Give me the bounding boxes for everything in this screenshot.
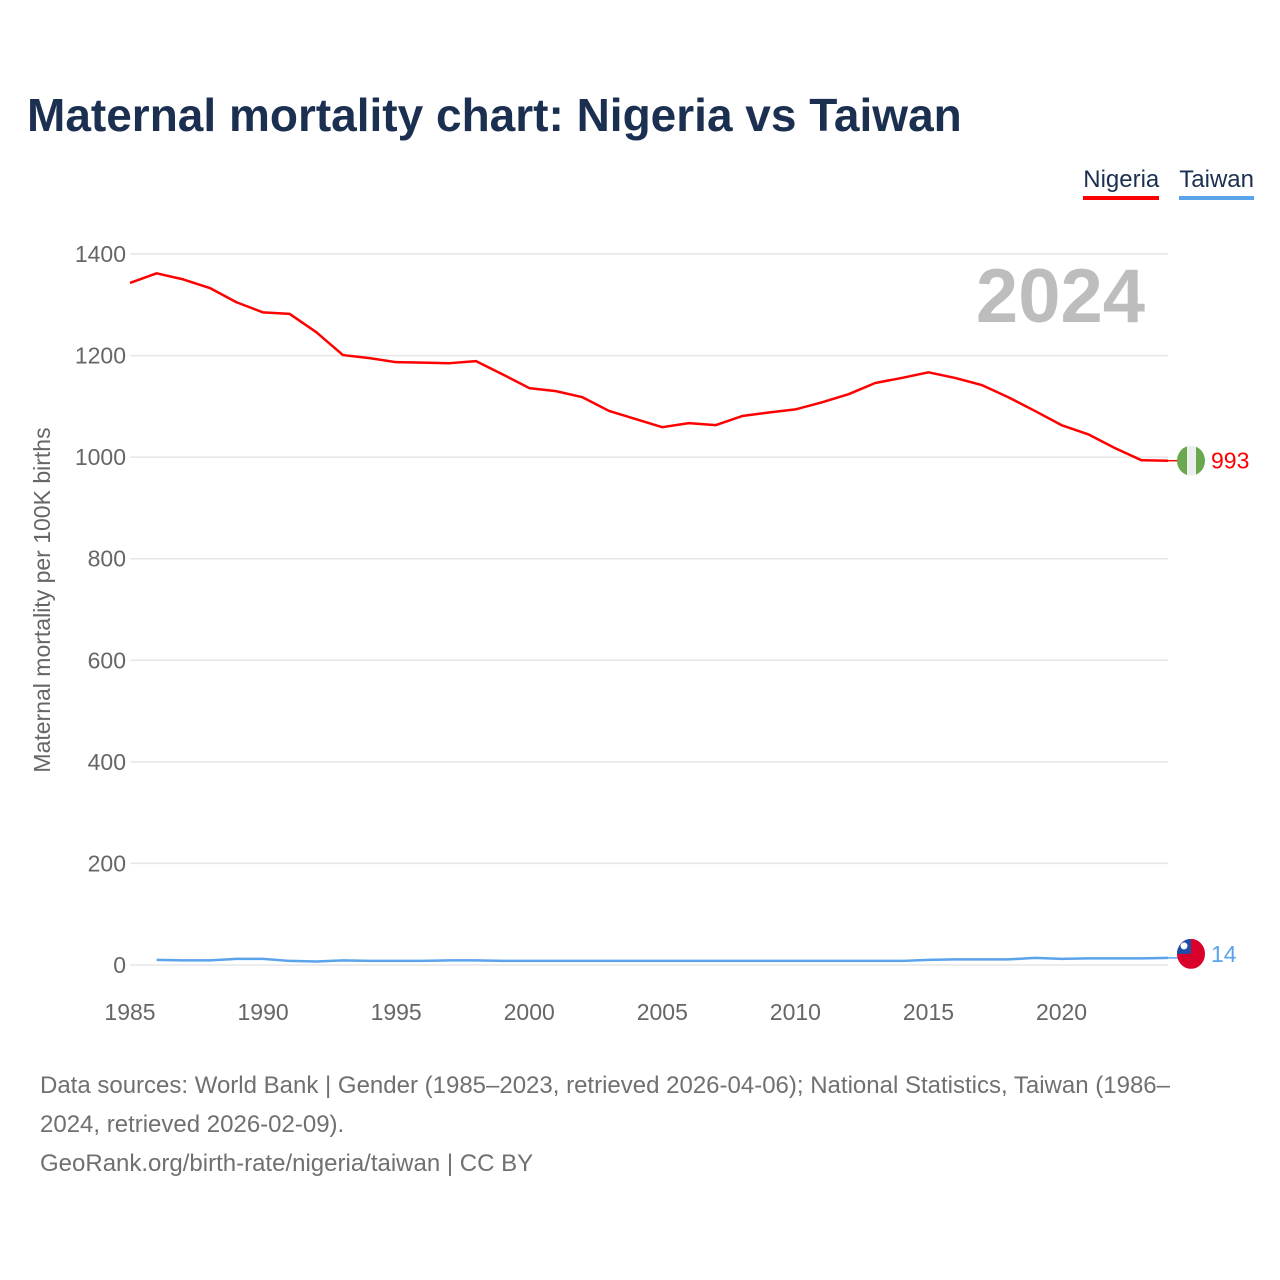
- series-line-taiwan: [156, 956, 1169, 963]
- y-tick-label: 400: [88, 749, 126, 775]
- x-tick-label: 2020: [1036, 999, 1087, 1025]
- y-tick-label: 1400: [75, 241, 126, 267]
- legend-nigeria[interactable]: Nigeria: [1083, 166, 1160, 200]
- data-sources: Data sources: World Bank | Gender (1985–…: [40, 1072, 1170, 1138]
- x-tick-label: 1995: [371, 999, 422, 1025]
- chart-title: Maternal mortality chart: Nigeria vs Tai…: [27, 89, 962, 141]
- y-tick-label: 1000: [75, 444, 126, 470]
- y-tick-label: 0: [113, 952, 126, 978]
- y-tick-label: 200: [88, 850, 126, 876]
- source-note: Data sources: World Bank | Gender (1985–…: [40, 1066, 1220, 1183]
- y-tick-label: 600: [88, 647, 126, 673]
- x-tick-label: 1985: [104, 999, 155, 1025]
- nigeria-flag-icon: [1177, 445, 1205, 476]
- y-tick-label: 800: [88, 546, 126, 572]
- x-tick-label: 2010: [770, 999, 821, 1025]
- x-tick-label: 2000: [504, 999, 555, 1025]
- y-axis-label: Maternal mortality per 100K births: [29, 427, 55, 772]
- x-tick-label: 2015: [903, 999, 954, 1025]
- year-watermark: 2024: [976, 254, 1145, 339]
- x-tick-label: 1990: [237, 999, 288, 1025]
- attribution-link[interactable]: GeoRank.org/birth-rate/nigeria/taiwan | …: [40, 1150, 534, 1177]
- series-line-nigeria: [129, 272, 1169, 462]
- legend-taiwan[interactable]: Taiwan: [1179, 166, 1254, 200]
- line-chart: 0 200 400 600 800 1000 1200 1400 1985 1990 1995 200…: [29, 241, 1249, 1025]
- end-value-label-taiwan: 14: [1211, 941, 1237, 967]
- legend: Nigeria Taiwan: [1083, 166, 1254, 200]
- end-value-label-nigeria: 993: [1211, 448, 1249, 474]
- taiwan-flag-icon: [1177, 938, 1205, 969]
- x-tick-label: 2005: [637, 999, 688, 1025]
- y-tick-label: 1200: [75, 343, 126, 369]
